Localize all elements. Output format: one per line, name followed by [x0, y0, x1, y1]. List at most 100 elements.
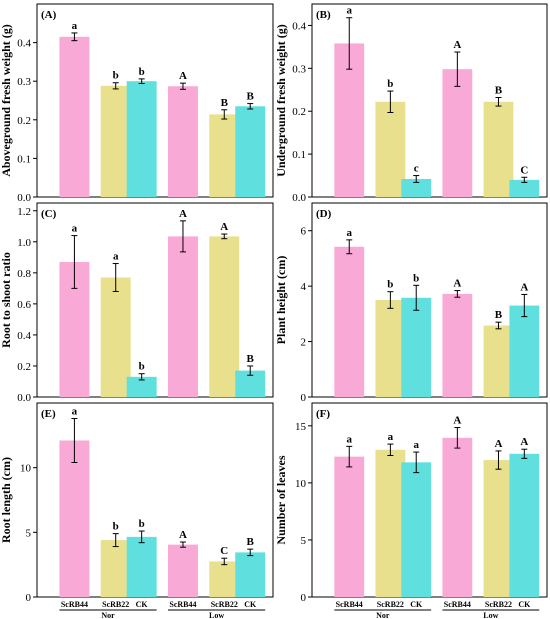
significance-letter: A	[453, 278, 461, 290]
bar-nor-scrb44	[59, 36, 90, 198]
bar-low-ck	[235, 552, 266, 597]
significance-letter: B	[247, 353, 255, 365]
significance-letter: A	[453, 39, 461, 51]
significance-letter: b	[413, 272, 419, 284]
bar-nor-scrb22	[100, 85, 131, 197]
bar-low-scrb22	[209, 114, 240, 197]
significance-letter: B	[495, 309, 503, 321]
bar-nor-scrb44	[334, 246, 365, 397]
significance-letter: A	[179, 529, 187, 541]
category-label: ScRB44	[61, 600, 88, 609]
significance-letter: a	[346, 227, 352, 239]
y-tick-label: 0.0	[292, 192, 306, 204]
significance-letter: A	[520, 436, 528, 448]
significance-letter: a	[113, 251, 119, 263]
bar-nor-ck	[126, 81, 157, 197]
significance-letter: a	[346, 433, 352, 445]
y-tick-label: 4	[301, 281, 307, 293]
significance-letter: a	[72, 406, 78, 418]
significance-letter: c	[414, 163, 419, 175]
y-tick-label: 0.1	[292, 149, 306, 161]
panel-label: (F)	[316, 408, 330, 420]
y-tick-label: 10	[20, 463, 32, 475]
significance-letter: a	[72, 20, 78, 32]
y-tick-label: 0.2	[17, 115, 31, 127]
group-label: Low	[483, 611, 498, 619]
category-label: ScRB44	[444, 600, 471, 609]
category-label: ScRB44	[336, 600, 363, 609]
bar-nor-ck	[126, 536, 157, 597]
significance-letter: A	[453, 415, 461, 427]
panel-label: (C)	[41, 208, 57, 220]
panel-d: (D) Plant height (cm) 0 2 4 6 a b b A B A	[274, 202, 548, 404]
category-label: ScRB22	[102, 600, 129, 609]
bar-nor-ck	[401, 178, 432, 197]
bar-nor-ck	[401, 297, 432, 397]
y-tick-label: 5	[301, 535, 307, 547]
category-label: CK	[410, 600, 423, 609]
category-label: ScRB22	[211, 600, 238, 609]
y-axis-label: Number of leaves	[274, 455, 288, 544]
group-label: Nor	[376, 611, 390, 619]
significance-letter: a	[72, 223, 78, 235]
panel-label: (B)	[316, 9, 331, 21]
category-label: ScRB22	[485, 600, 512, 609]
bar-nor-scrb22	[100, 540, 131, 597]
bar-low-scrb44	[167, 86, 198, 197]
y-tick-label: 15	[295, 421, 307, 433]
y-tick-label: 0	[301, 392, 307, 404]
bar-nor-ck	[401, 462, 432, 597]
y-tick-label: 1.0	[17, 237, 31, 249]
y-tick-label: 1.2	[17, 206, 31, 218]
y-tick-label: 0.6	[17, 299, 31, 311]
bar-low-scrb44	[442, 69, 473, 197]
significance-letter: B	[221, 97, 229, 109]
category-label: CK	[136, 600, 149, 609]
y-tick-label: 0.2	[292, 106, 306, 118]
significance-letter: b	[113, 70, 119, 82]
panel-e: (E) Root length (cm) 0 5 10 a ScRB44 b ScRB22 b CK…	[0, 402, 274, 619]
y-tick-label: 5	[26, 527, 32, 539]
y-tick-label: 0.0	[17, 392, 31, 404]
y-tick-label: 0.2	[17, 361, 31, 373]
y-axis-label: Root to shoot ratio	[0, 252, 13, 348]
y-tick-label: 0	[301, 592, 307, 604]
y-tick-label: 0.1	[17, 153, 31, 165]
significance-letter: A	[520, 281, 528, 293]
bar-low-ck	[509, 179, 540, 197]
y-tick-label: 6	[301, 226, 307, 238]
y-axis-label: Root length (cm)	[0, 457, 13, 543]
significance-letter: b	[139, 66, 145, 78]
category-label: ScRB22	[377, 600, 404, 609]
bar-nor-scrb44	[334, 456, 365, 597]
significance-letter: b	[139, 361, 145, 373]
panel-label: (D)	[316, 208, 332, 220]
panel-label: (E)	[41, 408, 56, 420]
y-tick-label: 0.0	[17, 192, 31, 204]
bar-low-ck	[509, 305, 540, 397]
bar-low-ck	[235, 106, 266, 197]
y-tick-label: 0.4	[17, 38, 31, 50]
panel-b: (B) Underground fresh weight (g) 0.0 0.1 0.2…	[274, 3, 548, 204]
category-label: CK	[244, 600, 257, 609]
bar-low-scrb22	[483, 325, 514, 397]
significance-letter: A	[179, 208, 187, 220]
bar-low-scrb44	[167, 236, 198, 397]
panel-label: (A)	[41, 9, 57, 21]
significance-letter: b	[113, 521, 119, 533]
significance-letter: b	[387, 78, 393, 90]
significance-letter: B	[247, 536, 255, 548]
bar-low-scrb44	[167, 544, 198, 597]
significance-letter: C	[220, 545, 228, 557]
significance-letter: b	[387, 279, 393, 291]
group-label: Low	[209, 611, 224, 619]
y-tick-label: 0.3	[17, 76, 31, 88]
bar-nor-ck	[126, 376, 157, 397]
bar-low-scrb22	[209, 236, 240, 397]
significance-letter: a	[413, 439, 419, 451]
significance-letter: B	[495, 84, 503, 96]
y-tick-label: 0	[26, 592, 32, 604]
bar-low-scrb22	[483, 101, 514, 197]
bar-nor-scrb22	[375, 300, 406, 397]
